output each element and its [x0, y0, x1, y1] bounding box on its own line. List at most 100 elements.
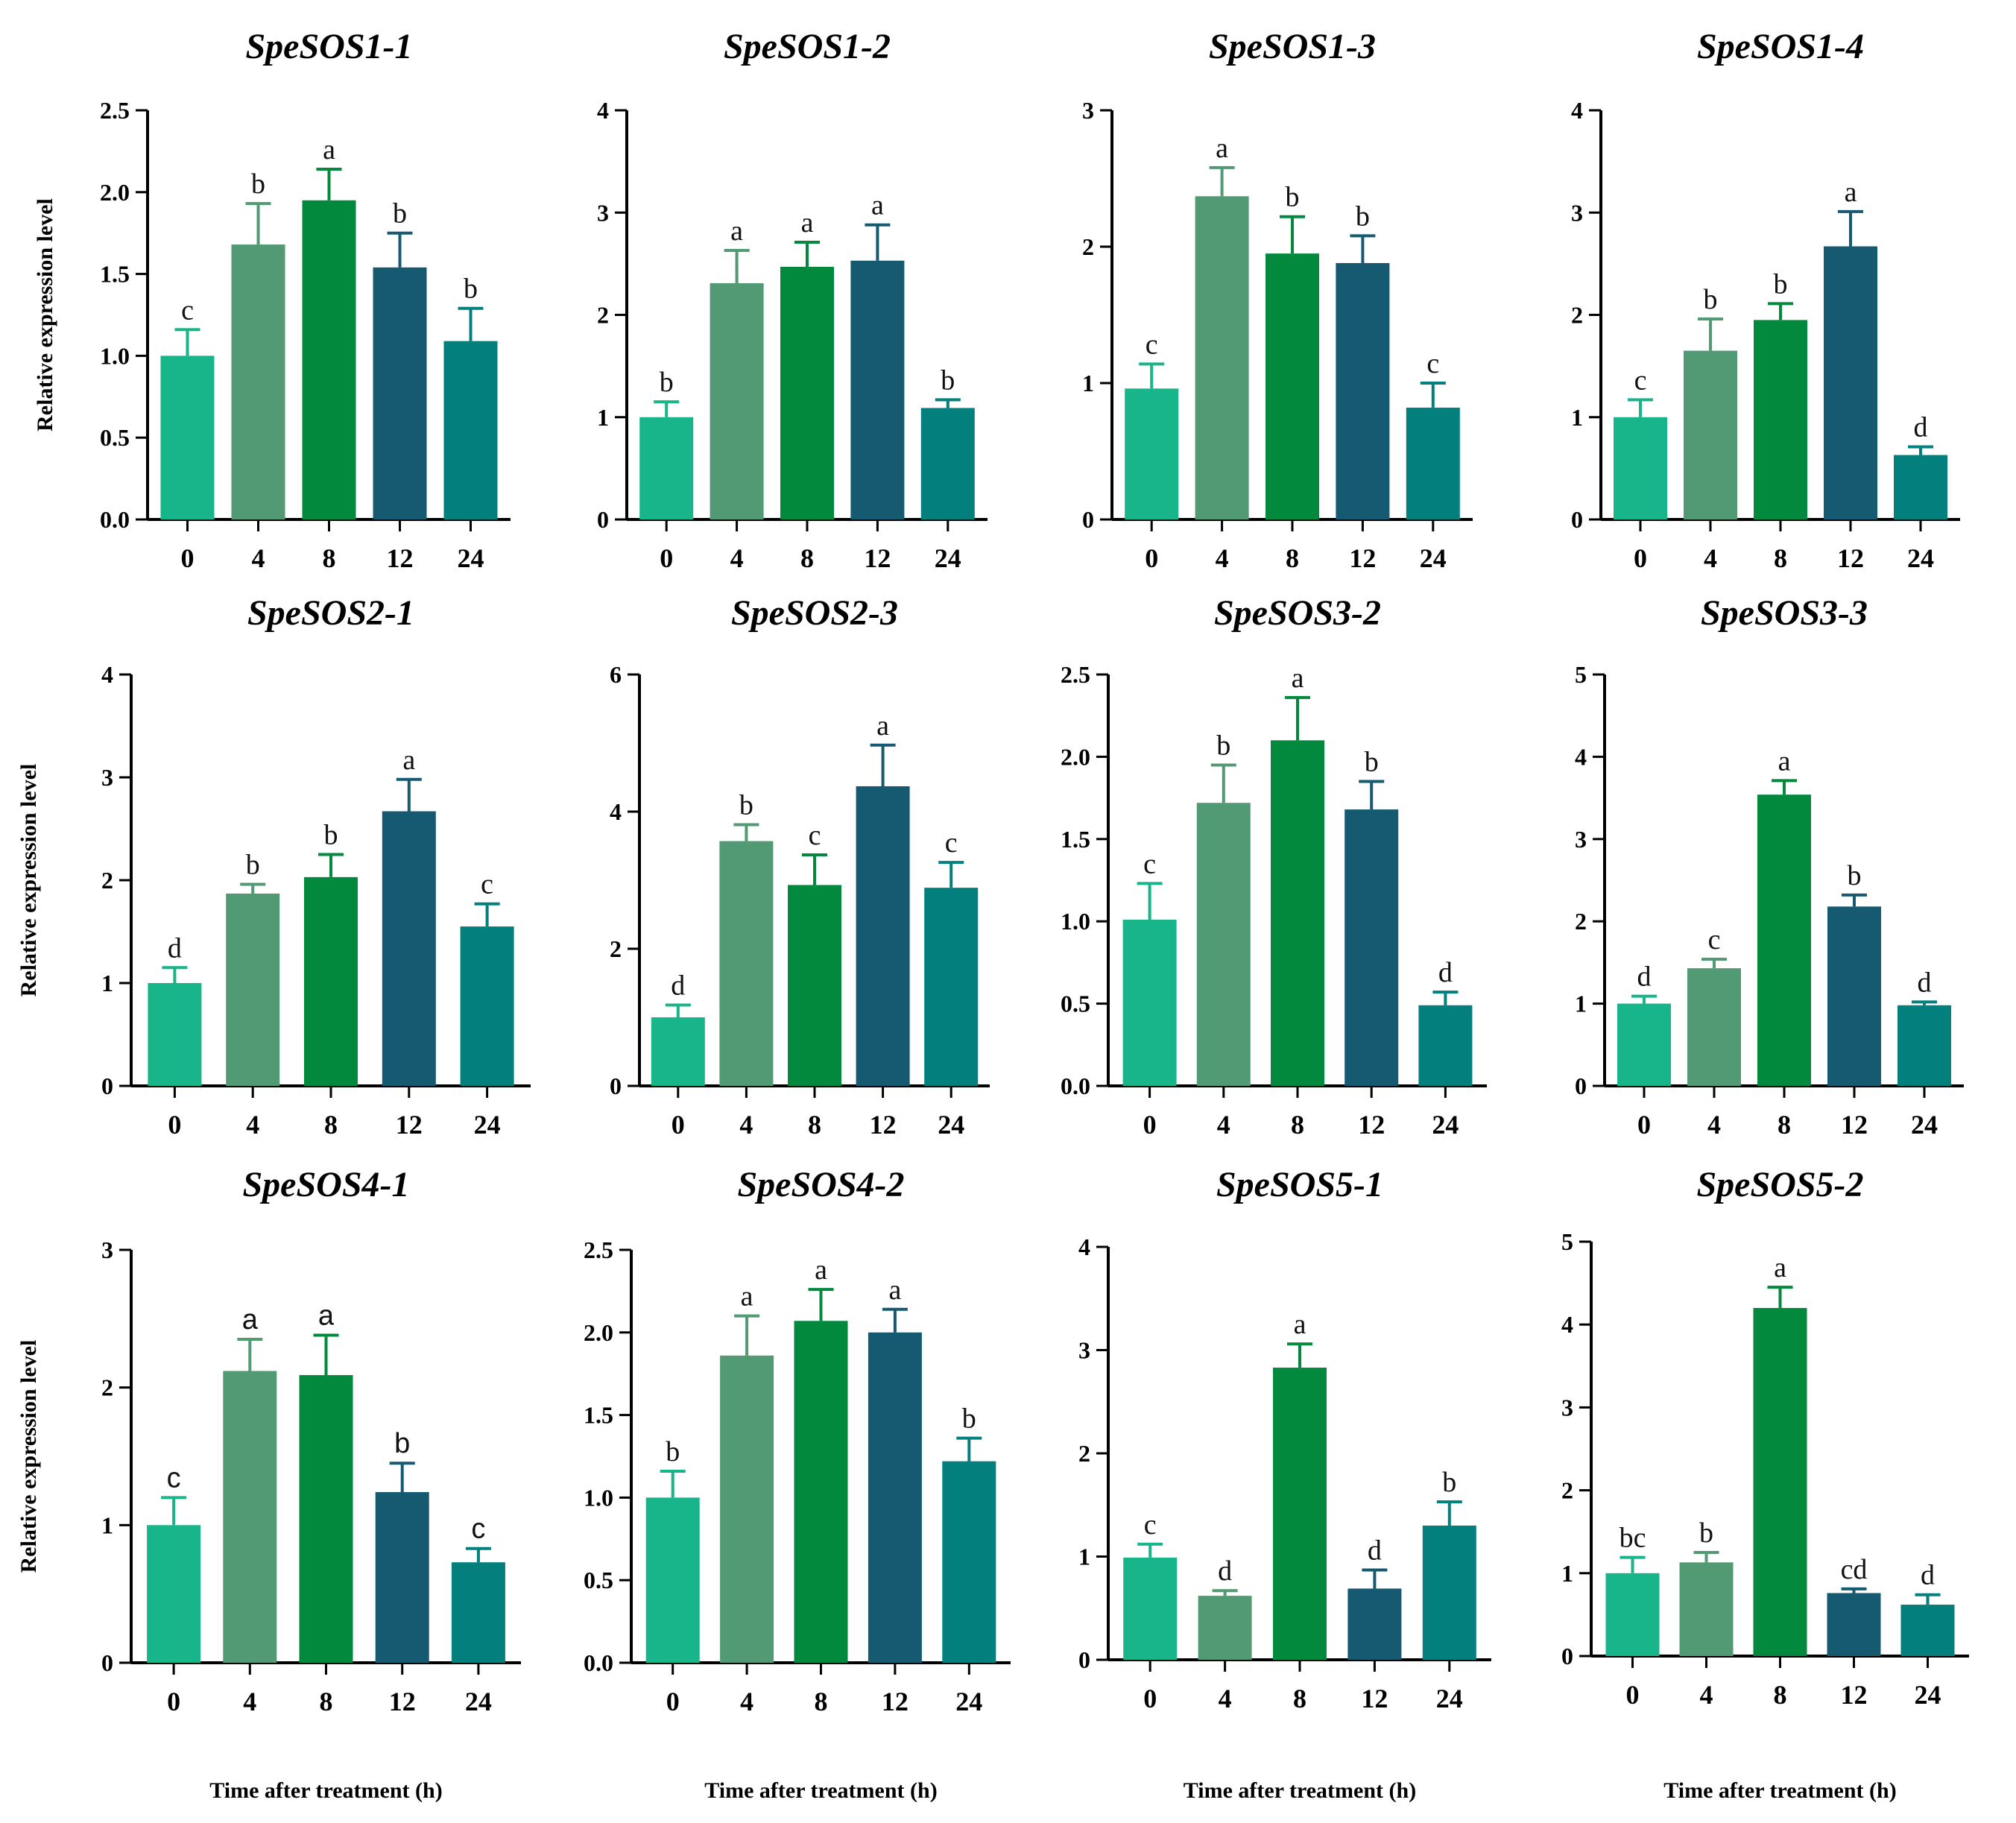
x-tick-label: 8: [1286, 543, 1299, 573]
y-tick-label: 3: [1082, 97, 1094, 124]
bar-0h: [1614, 417, 1667, 519]
bar-4h: [720, 1355, 774, 1663]
y-tick-label: 4: [1575, 743, 1587, 770]
bar-4h: [1684, 350, 1737, 519]
y-tick-label: 1.5: [584, 1402, 613, 1429]
chart-panel: SpeSOS4-2 0.0 0.5 1.0 1.5 2.0 2.5 b 0 a 4 a 8 a 12 b 24 T…: [584, 1165, 1011, 1803]
bar-12h: [1336, 262, 1390, 519]
y-tick-label: 2: [101, 1374, 113, 1401]
x-tick-label: 24: [955, 1687, 982, 1716]
significance-letter: b: [1704, 284, 1718, 315]
bar-24h: [1406, 407, 1460, 519]
bar-4h: [1198, 1596, 1252, 1660]
x-tick-label: 24: [938, 1110, 964, 1140]
x-tick-label: 12: [1349, 543, 1376, 573]
significance-letter: b: [1365, 747, 1379, 778]
y-tick-label: 0: [101, 1649, 113, 1676]
bar-8h: [780, 266, 834, 519]
y-tick-label: 5: [1561, 1228, 1573, 1255]
x-tick-label: 12: [389, 1687, 416, 1716]
significance-letter: c: [1708, 924, 1721, 955]
panel-title: SpeSOS1-1: [245, 27, 412, 66]
x-tick-label: 8: [1293, 1684, 1306, 1713]
x-tick-label: 24: [1432, 1110, 1459, 1140]
y-tick-label: 0: [597, 506, 609, 533]
bar-4h: [231, 244, 285, 519]
x-tick-label: 12: [1841, 1680, 1868, 1710]
x-tick-label: 0: [167, 1687, 180, 1716]
panel-title: SpeSOS1-2: [724, 27, 891, 66]
significance-letter: d: [1218, 1555, 1232, 1587]
significance-letter: a: [402, 745, 415, 776]
significance-letter: b: [739, 789, 753, 821]
bar-8h: [788, 885, 841, 1086]
x-tick-label: 24: [458, 543, 484, 573]
x-tick-label: 8: [800, 543, 814, 573]
bar-0h: [1617, 1003, 1671, 1086]
y-tick-label: 4: [1571, 97, 1583, 124]
significance-letter: c: [471, 1514, 485, 1545]
y-tick-label: 4: [101, 661, 113, 688]
significance-letter: c: [809, 820, 821, 851]
y-tick-label: 4: [610, 798, 622, 825]
significance-letter: a: [730, 215, 743, 247]
significance-letter: c: [1143, 848, 1156, 879]
significance-letter: a: [1778, 745, 1791, 777]
y-tick-label: 0: [1082, 506, 1094, 533]
bar-4h: [1196, 803, 1251, 1086]
y-tick-label: 2.0: [100, 179, 130, 206]
significance-letter: d: [1921, 1560, 1935, 1591]
x-tick-label: 4: [1707, 1110, 1721, 1140]
y-tick-label: 1.0: [100, 342, 130, 369]
bar-0h: [147, 1525, 201, 1663]
x-tick-label: 24: [465, 1687, 492, 1716]
bar-8h: [1271, 740, 1324, 1086]
y-tick-label: 2: [1078, 1440, 1090, 1467]
x-tick-label: 12: [1358, 1110, 1385, 1140]
significance-letter: cd: [1841, 1554, 1868, 1585]
y-tick-label: 0.0: [100, 506, 130, 533]
y-tick-label: 1.0: [584, 1484, 613, 1511]
x-tick-label: 4: [1700, 1680, 1713, 1710]
x-tick-label: 8: [323, 543, 336, 573]
bar-24h: [1418, 1005, 1473, 1086]
significance-letter: b: [962, 1403, 976, 1435]
significance-letter: a: [801, 207, 814, 238]
y-tick-label: 1: [101, 970, 113, 996]
x-tick-label: 4: [243, 1687, 256, 1716]
bar-0h: [1125, 388, 1179, 519]
significance-letter: c: [181, 294, 194, 326]
y-tick-label: 2: [1575, 908, 1587, 935]
bar-8h: [299, 1375, 353, 1663]
y-tick-label: 0: [101, 1072, 113, 1099]
y-tick-label: 4: [1561, 1311, 1573, 1338]
bar-0h: [1122, 919, 1177, 1086]
significance-letter: b: [1848, 860, 1862, 891]
significance-letter: d: [1368, 1535, 1382, 1567]
x-tick-label: 0: [666, 1687, 680, 1716]
y-tick-label: 0: [1571, 506, 1583, 533]
x-tick-label: 4: [1219, 1684, 1232, 1713]
significance-letter: a: [1845, 177, 1857, 208]
y-tick-label: 1.5: [100, 261, 130, 288]
bar-8h: [794, 1321, 848, 1663]
significance-letter: c: [167, 1462, 181, 1494]
bar-0h: [1123, 1557, 1178, 1660]
x-tick-label: 4: [1216, 543, 1229, 573]
y-tick-label: 4: [597, 97, 609, 124]
y-tick-label: 2: [1082, 233, 1094, 260]
x-tick-label: 8: [1778, 1110, 1791, 1140]
bar-4h: [719, 841, 774, 1086]
bar-24h: [942, 1461, 996, 1663]
x-tick-label: 12: [870, 1110, 897, 1140]
y-tick-label: 1: [101, 1511, 113, 1538]
bar-4h: [223, 1371, 277, 1663]
significance-letter: c: [945, 827, 958, 859]
bar-24h: [1900, 1605, 1955, 1656]
y-tick-label: 3: [1571, 199, 1583, 226]
panel-title: SpeSOS3-2: [1214, 593, 1381, 633]
